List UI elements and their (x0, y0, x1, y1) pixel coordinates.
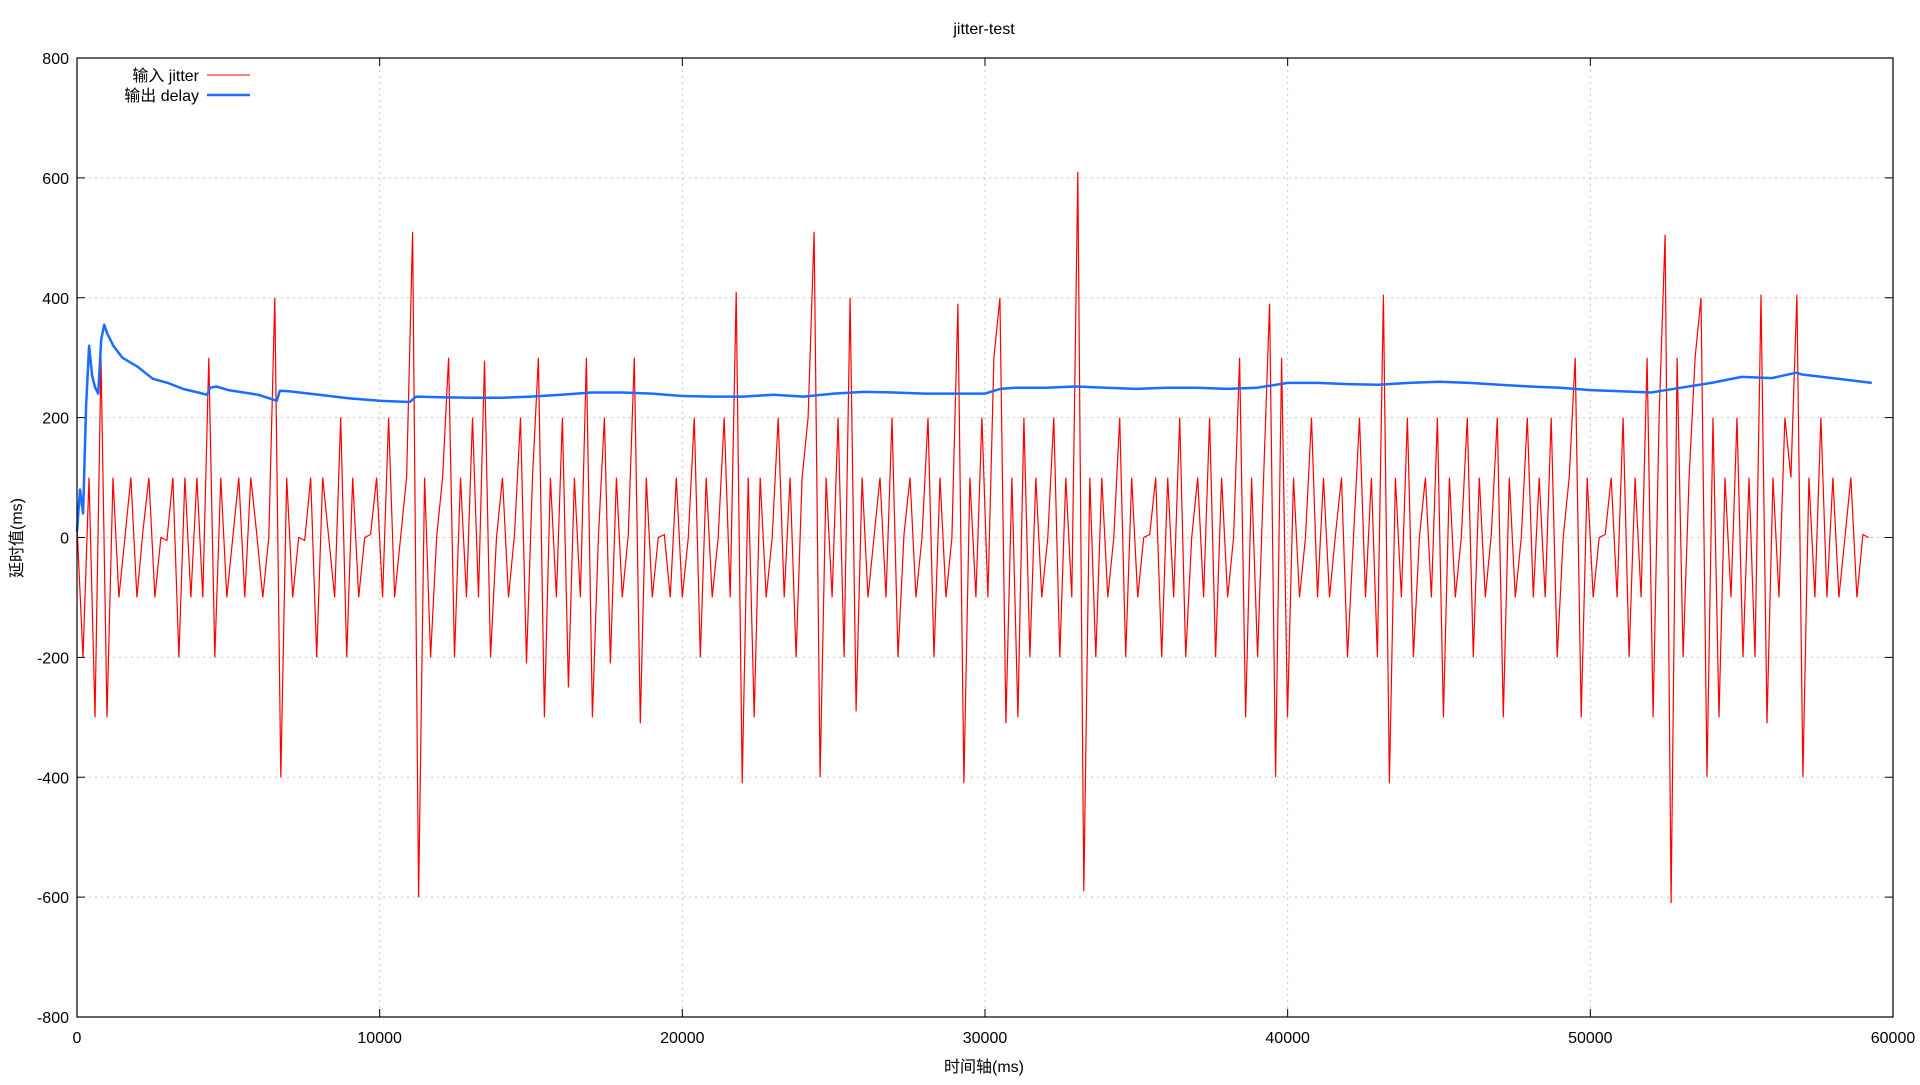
y-tick-label: -200 (37, 650, 69, 667)
x-axis: 0 10000 20000 30000 40000 50000 60000 (73, 58, 1916, 1047)
legend-label-jitter: 输入 jitter (132, 67, 199, 85)
y-axis: -800 -600 -400 -200 0 200 400 600 800 (37, 51, 1893, 1027)
y-tick-label: -800 (37, 1010, 69, 1027)
x-tick-label: 0 (73, 1030, 82, 1047)
y-tick-label: 400 (42, 291, 69, 308)
x-tick-label: 30000 (963, 1030, 1008, 1047)
legend: 输入 jitter 输出 delay (124, 67, 250, 105)
plot-border (76, 57, 1894, 1018)
legend-label-delay: 输出 delay (124, 87, 199, 105)
chart-title: jitter-test (952, 21, 1015, 38)
series-line-delay (75, 323, 1872, 532)
y-tick-label: -400 (37, 770, 69, 787)
y-tick-label: 600 (42, 171, 69, 188)
y-tick-label: 0 (60, 531, 69, 548)
x-tick-label: 60000 (1871, 1030, 1916, 1047)
y-tick-label: 800 (42, 51, 69, 68)
x-tick-label: 40000 (1265, 1030, 1310, 1047)
x-tick-label: 20000 (660, 1030, 705, 1047)
grid-lines (77, 58, 1893, 1017)
y-axis-label: 延时值(ms) (8, 498, 26, 578)
y-tick-label: 200 (42, 411, 69, 428)
plot-series (75, 171, 1872, 904)
y-tick-label: -600 (37, 890, 69, 907)
series-line-jitter (76, 171, 1870, 904)
x-tick-label: 50000 (1568, 1030, 1613, 1047)
x-tick-label: 10000 (357, 1030, 402, 1047)
x-axis-label: 时间轴(ms) (944, 1058, 1024, 1076)
